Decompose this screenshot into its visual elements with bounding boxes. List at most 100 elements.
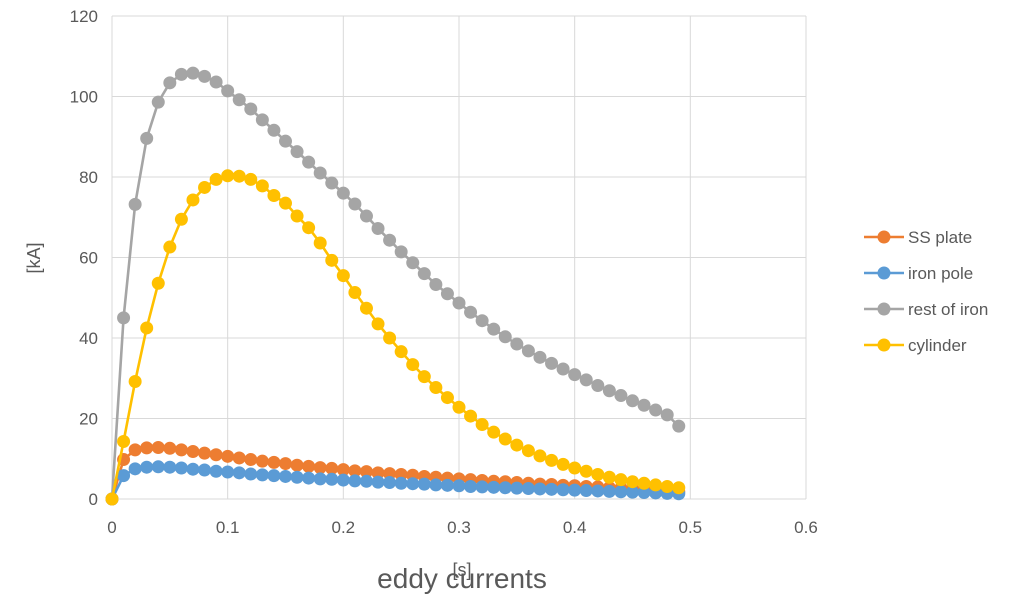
iron-pole-point [545, 482, 559, 496]
cylinder-point [406, 358, 420, 372]
cylinder-point [105, 492, 119, 506]
ss-plate-point [244, 453, 258, 467]
ss-plate-point [371, 466, 385, 480]
cylinder-point [279, 196, 292, 210]
iron-pole-point [591, 484, 605, 498]
cylinder-point [521, 444, 535, 458]
rest-of-iron-point [359, 209, 373, 223]
rest-of-iron-point [429, 277, 443, 291]
cylinder-point [510, 438, 524, 452]
rest-of-iron-point [313, 166, 327, 180]
rest-of-iron-point [302, 155, 316, 169]
cylinder-point [290, 209, 304, 223]
cylinder-point [174, 212, 188, 226]
rest-of-iron-point [591, 378, 605, 392]
cylinder-point [140, 321, 154, 335]
iron-pole-point [464, 480, 478, 494]
iron-pole-point [394, 476, 408, 490]
iron-pole-point [255, 468, 269, 482]
x-tick-label: 0.4 [563, 518, 587, 537]
rest-of-iron-point [336, 186, 350, 200]
cylinder-point [626, 475, 639, 489]
iron-pole-point [406, 477, 420, 491]
iron-pole-point [302, 471, 316, 485]
cylinder-point [313, 236, 327, 250]
ss-plate-point [128, 443, 142, 457]
iron-pole-point [244, 467, 258, 481]
rest-of-iron-point [383, 233, 397, 247]
ss-plate-point [140, 441, 154, 455]
series-rest-of-iron [105, 66, 686, 506]
y-tick-label: 80 [79, 168, 98, 187]
rest-of-iron-point [649, 403, 663, 417]
iron-pole-point [221, 465, 235, 479]
ss-plate-point [267, 455, 281, 469]
cylinder-point [163, 240, 177, 254]
ss-plate-point [313, 461, 327, 475]
y-tick-label: 60 [79, 249, 98, 268]
cylinder-point [221, 169, 235, 183]
iron-pole-point [140, 460, 154, 474]
ss-plate-point [279, 457, 292, 471]
rest-of-iron-point [464, 305, 478, 319]
cylinder-point [452, 400, 466, 414]
rest-of-iron-point [279, 134, 292, 148]
legend-label: rest of iron [908, 300, 988, 319]
rest-of-iron-point [579, 373, 593, 387]
ss-plate-point [232, 451, 246, 465]
y-tick-label: 120 [70, 7, 98, 26]
cylinder-point [128, 374, 142, 388]
legend-item-rest-of-iron: rest of iron [864, 300, 988, 319]
x-tick-label: 0.1 [216, 518, 240, 537]
x-tick-label: 0 [107, 518, 116, 537]
y-axis-title: [kA] [24, 242, 44, 273]
rest-of-iron-point [232, 93, 246, 107]
cylinder-point [302, 221, 316, 235]
cylinder-point [255, 179, 269, 193]
legend-label: cylinder [908, 336, 967, 355]
cylinder-point [602, 470, 616, 484]
iron-pole-point [371, 475, 385, 489]
rest-of-iron-point [510, 337, 524, 351]
cylinder-point [660, 480, 674, 494]
rest-of-iron-point [521, 344, 535, 358]
iron-pole-point [510, 481, 524, 495]
rest-of-iron-point [209, 75, 223, 89]
legend-label: SS plate [908, 228, 972, 247]
cylinder-point [487, 425, 501, 439]
rest-of-iron-point [406, 256, 420, 270]
rest-of-iron-point [140, 131, 154, 145]
iron-pole-point [313, 472, 327, 486]
ss-plate-point [290, 458, 304, 472]
cylinder-point [464, 409, 478, 423]
iron-pole-point [290, 470, 304, 484]
ss-plate-point [174, 443, 188, 457]
iron-pole-point [117, 469, 131, 483]
x-axis-title: [s] [452, 560, 471, 580]
rest-of-iron-point [221, 84, 235, 98]
cylinder-point [568, 461, 582, 475]
iron-pole-point [163, 460, 177, 474]
iron-pole-point [359, 474, 373, 488]
ss-plate-point [325, 461, 339, 475]
cylinder-point [186, 193, 200, 207]
ss-plate-point [221, 449, 235, 463]
iron-pole-point [417, 477, 431, 491]
cylinder-point [232, 169, 246, 183]
cylinder-point [151, 276, 165, 290]
cylinder-point [417, 370, 431, 384]
rest-of-iron-point [163, 76, 177, 90]
iron-pole-point [198, 463, 212, 477]
rest-of-iron-point [117, 311, 131, 325]
cylinder-point [533, 449, 547, 463]
cylinder-point [244, 172, 258, 186]
cylinder-point [579, 464, 593, 478]
rest-of-iron-point [614, 389, 628, 403]
cylinder-point [440, 391, 454, 405]
iron-pole-point [568, 483, 582, 497]
cylinder-point [591, 467, 605, 481]
legend-swatch-marker [877, 230, 891, 244]
rest-of-iron-point [325, 176, 339, 190]
iron-pole-point [533, 482, 547, 496]
